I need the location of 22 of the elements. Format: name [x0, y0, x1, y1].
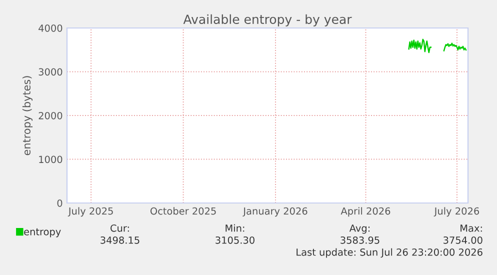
chart-title: Available entropy - by year — [183, 14, 352, 26]
text: 3754.00 — [444, 236, 482, 244]
text: Last update: Sun Jul 26 23:20:00 2026 — [296, 248, 482, 258]
x-tick-label: January 2026 — [242, 207, 308, 217]
x-tick-label: July 2026 — [434, 207, 480, 217]
x-tick-label: July 2025 — [68, 207, 113, 217]
text: 3105.30 — [216, 236, 254, 244]
text: Avg: — [349, 224, 370, 234]
text: Cur: — [110, 224, 129, 232]
y-tick-label: 1000 — [39, 156, 62, 164]
legend-label: entropy — [24, 228, 61, 238]
text: 3583.95 — [340, 236, 380, 244]
x-tick-label: October 2025 — [150, 207, 216, 215]
y-axis-title: entropy (bytes) — [22, 76, 33, 156]
text: Max: — [460, 224, 482, 232]
y-tick-label: 0 — [57, 199, 62, 207]
x-tick-label: April 2026 — [340, 207, 390, 217]
y-tick-label: 3000 — [38, 68, 62, 76]
y-tick-label: 4000 — [38, 24, 62, 32]
text: 3498.15 — [100, 236, 140, 244]
y-tick-label: 2000 — [38, 112, 62, 120]
text: Min: — [226, 224, 244, 232]
